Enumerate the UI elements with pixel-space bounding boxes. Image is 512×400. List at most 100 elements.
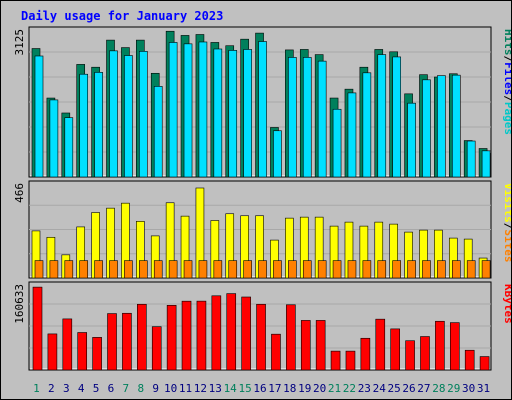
files-bar xyxy=(466,140,476,178)
legend-separator: / xyxy=(502,95,511,102)
sites-bar xyxy=(317,260,327,279)
day-label: 13 xyxy=(209,382,222,395)
files-bar xyxy=(362,72,372,178)
kbytes-bar xyxy=(286,304,296,371)
kbytes-bar xyxy=(300,320,311,371)
kbytes-bar xyxy=(435,320,445,371)
day-label: 27 xyxy=(417,382,430,395)
sites-bar xyxy=(139,260,148,279)
kbytes-bar xyxy=(449,322,460,371)
files-bar xyxy=(273,130,282,178)
kbytes-bar xyxy=(107,313,117,371)
sites-bar xyxy=(481,260,491,279)
kbytes-bar xyxy=(226,293,237,371)
sites-bar xyxy=(273,260,282,279)
day-label: 1 xyxy=(33,382,40,395)
sites-bar xyxy=(34,260,44,279)
files-bar xyxy=(49,99,59,178)
sites-bar xyxy=(213,260,223,279)
sites-bar xyxy=(64,260,74,279)
kbytes-bar xyxy=(196,300,207,371)
files-bar xyxy=(258,41,267,178)
sites-bar xyxy=(422,260,431,279)
kbytes-legend: KBytes xyxy=(502,284,511,324)
files-bar xyxy=(153,86,163,178)
kbytes-bar xyxy=(92,337,102,371)
files-bar xyxy=(377,54,387,178)
kbytes-bar xyxy=(122,312,132,371)
day-label: 11 xyxy=(179,382,192,395)
kbytes-ymax-label: 160633 xyxy=(13,284,26,324)
day-label: 31 xyxy=(477,382,490,395)
sites-bar xyxy=(407,260,416,279)
sites-bar xyxy=(124,260,133,279)
files-bar xyxy=(183,43,193,178)
sites-bar xyxy=(153,260,163,279)
day-label: 21 xyxy=(328,382,341,395)
kbytes-bar xyxy=(360,337,371,371)
kbytes-bar xyxy=(47,333,58,371)
kbytes-bar xyxy=(151,326,162,371)
day-label: 10 xyxy=(164,382,177,395)
files-bar xyxy=(64,117,74,178)
files-bar xyxy=(243,49,252,178)
legend-hits: Hits xyxy=(502,29,511,56)
legend-visits: Visits xyxy=(502,183,511,223)
legend-files: Files xyxy=(502,62,511,95)
files-bar xyxy=(407,102,416,178)
sites-bar xyxy=(198,260,208,279)
sites-bar xyxy=(288,260,297,279)
sites-bar xyxy=(392,260,401,279)
files-bar xyxy=(317,60,327,178)
hits-ymax-label: 3125 xyxy=(13,29,26,56)
day-label: 23 xyxy=(358,382,371,395)
legend-sites: Sites xyxy=(502,229,511,262)
files-bar xyxy=(168,42,178,178)
files-bar xyxy=(198,41,208,178)
visits-ymax-label: 466 xyxy=(13,183,26,203)
sites-bar xyxy=(362,260,372,279)
kbytes-bar xyxy=(241,296,251,371)
day-label: 4 xyxy=(78,382,85,395)
sites-bar xyxy=(302,260,312,279)
kbytes-bar xyxy=(390,328,400,371)
sites-bar xyxy=(437,260,446,279)
files-bar xyxy=(288,57,297,178)
sites-bar xyxy=(243,260,252,279)
sites-bar xyxy=(347,260,357,279)
files-bar xyxy=(451,74,461,178)
legend-separator: / xyxy=(502,223,511,230)
kbytes-bar xyxy=(464,349,475,371)
day-label: 5 xyxy=(93,382,100,395)
sites-bar xyxy=(109,260,118,279)
kbytes-bar xyxy=(211,295,222,371)
files-bar xyxy=(347,92,357,178)
day-label: 30 xyxy=(462,382,475,395)
day-label: 29 xyxy=(447,382,460,395)
day-label: 15 xyxy=(238,382,251,395)
kbytes-bar xyxy=(77,332,88,371)
sites-bar xyxy=(79,260,89,279)
kbytes-bar xyxy=(256,303,266,371)
files-bar xyxy=(228,50,238,178)
day-label: 19 xyxy=(298,382,311,395)
day-label: 20 xyxy=(313,382,326,395)
files-bar xyxy=(124,55,133,178)
files-bar xyxy=(109,50,118,178)
kbytes-bar xyxy=(315,320,326,371)
files-bar xyxy=(94,72,103,178)
kbytes-bar xyxy=(271,333,281,371)
files-bar xyxy=(302,57,312,178)
sites-bar xyxy=(332,260,342,279)
day-label: 26 xyxy=(402,382,415,395)
sites-bar xyxy=(168,260,178,279)
kbytes-bar xyxy=(166,305,177,371)
files-bar xyxy=(213,48,223,178)
kbytes-bar xyxy=(479,356,490,371)
legend-kbytes: KBytes xyxy=(502,284,511,324)
sites-bar xyxy=(183,260,193,279)
legend-separator: / xyxy=(502,56,511,63)
day-label: 28 xyxy=(432,382,445,395)
day-label: 24 xyxy=(373,382,387,395)
